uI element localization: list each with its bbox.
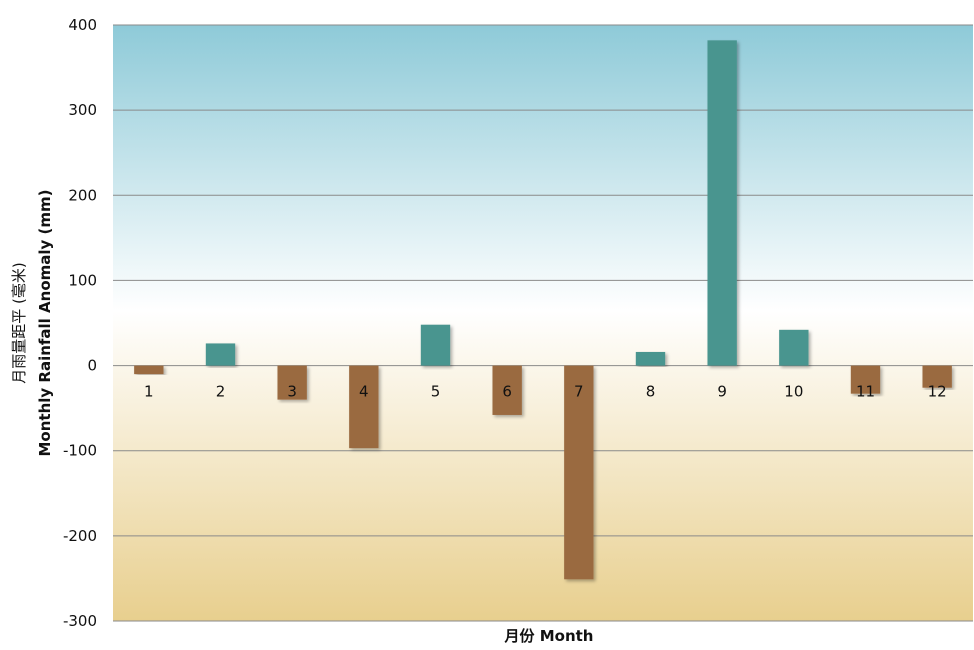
x-category-label: 1 xyxy=(144,383,154,401)
bar-month-3 xyxy=(277,365,307,400)
bar-month-6 xyxy=(492,365,522,415)
bar-month-4 xyxy=(349,365,379,449)
x-category-label: 3 xyxy=(287,383,297,401)
x-category-label: 12 xyxy=(928,383,947,401)
x-category-label: 2 xyxy=(216,383,226,401)
y-tick-label: -300 xyxy=(63,612,97,630)
bars xyxy=(134,40,952,580)
y-axis-title-en: Monthly Rainfall Anomaly (mm) xyxy=(36,189,54,456)
y-tick-label: -100 xyxy=(63,442,97,460)
y-axis-title-zh: 月雨量距平 (毫米) xyxy=(10,262,28,383)
bar-month-10 xyxy=(779,329,809,366)
category-labels: 1 2 3 4 5 6 7 8 9 10 11 12 xyxy=(144,383,947,401)
y-axis-title-en-group: Monthly Rainfall Anomaly (mm) xyxy=(36,189,54,456)
x-axis-title: 月份 Month xyxy=(504,627,594,645)
y-tick-label: 100 xyxy=(68,271,97,289)
bar-month-8 xyxy=(635,351,666,366)
y-tick-label: 400 xyxy=(68,16,97,34)
plot-background xyxy=(113,25,973,621)
y-tick-labels: 400 300 200 100 0 -100 -200 -300 xyxy=(63,16,97,630)
x-category-label: 4 xyxy=(359,383,369,401)
bar-month-12 xyxy=(922,365,952,388)
gridlines xyxy=(113,24,973,622)
y-tick-label: -200 xyxy=(63,527,97,545)
y-tick-label: 300 xyxy=(68,101,97,119)
x-category-label: 10 xyxy=(784,383,803,401)
bar-month-7 xyxy=(564,365,594,580)
x-category-label: 8 xyxy=(646,383,656,401)
x-category-label: 7 xyxy=(574,383,584,401)
x-category-label: 9 xyxy=(717,383,727,401)
x-category-label: 6 xyxy=(502,383,512,401)
bar-month-11 xyxy=(850,365,881,394)
bar-month-2 xyxy=(205,343,236,366)
bar-month-9 xyxy=(707,40,737,366)
x-category-label: 11 xyxy=(856,383,875,401)
bar-month-5 xyxy=(420,324,451,366)
y-axis-title-zh-group: 月雨量距平 (毫米) xyxy=(10,262,28,383)
bar-month-1 xyxy=(134,365,164,375)
y-tick-label: 0 xyxy=(87,357,97,375)
x-category-label: 5 xyxy=(431,383,441,401)
y-tick-label: 200 xyxy=(68,186,97,204)
